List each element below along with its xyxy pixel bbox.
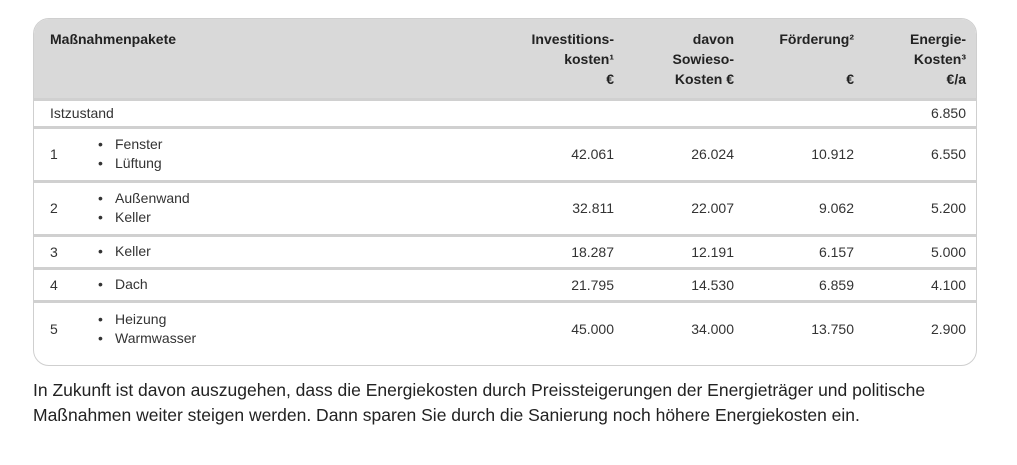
table-row: 1 Fenster Lüftung 42.061 26.024 10.912 6… — [34, 127, 976, 181]
row-foerderung: 6.859 — [818, 276, 855, 293]
header-line: Sowieso- — [672, 51, 735, 67]
measures-table: Maßnahmenpakete Investitions- kosten¹ € … — [33, 18, 977, 366]
row-items: Fenster Lüftung — [94, 127, 494, 181]
row-investitionskosten: 42.061 — [571, 146, 615, 162]
header-sowieso-kosten: davon Sowieso- Kosten € — [624, 19, 744, 99]
row-number: 4 — [50, 276, 58, 293]
istzustand-energiekosten: 6.850 — [930, 105, 967, 121]
header-line: Investitions- — [531, 31, 615, 47]
table-row: 3 Keller 18.287 12.191 6.157 5.000 — [34, 235, 976, 268]
list-item: Dach — [95, 275, 493, 294]
note-paragraph: In Zukunft ist davon auszugehen, dass di… — [33, 380, 926, 425]
row-energiekosten: 4.100 — [930, 276, 967, 293]
list-item: Lüftung — [95, 154, 493, 173]
list-item: Keller — [95, 242, 493, 261]
row-energiekosten: 6.550 — [930, 146, 967, 162]
header-line — [745, 49, 854, 69]
list-item: Heizung — [95, 310, 493, 329]
istzustand-label: Istzustand — [50, 105, 114, 121]
row-sowieso-kosten: 34.000 — [691, 320, 735, 337]
list-item: Warmwasser — [95, 329, 493, 348]
row-investitionskosten: 32.811 — [572, 200, 615, 216]
header-line: €/a — [946, 71, 967, 87]
row-foerderung: 10.912 — [811, 146, 855, 162]
header-investitionskosten: Investitions- kosten¹ € — [494, 19, 624, 99]
row-foerderung: 13.750 — [811, 320, 855, 337]
header-energiekosten: Energie- Kosten³ €/a — [864, 19, 976, 99]
row-foerderung: 6.157 — [818, 243, 855, 260]
row-items: Heizung Warmwasser — [94, 301, 494, 355]
list-item: Keller — [95, 208, 493, 227]
row-number: 2 — [50, 200, 58, 216]
item-list: Fenster Lüftung — [95, 135, 493, 173]
list-item: Außenwand — [95, 189, 493, 208]
table-header-row: Maßnahmenpakete Investitions- kosten¹ € … — [34, 19, 976, 99]
row-investitionskosten: 18.287 — [571, 243, 615, 260]
table-row: 4 Dach 21.795 14.530 6.859 4.100 — [34, 268, 976, 301]
row-items: Außenwand Keller — [94, 181, 494, 235]
row-investitionskosten: 45.000 — [571, 320, 615, 337]
row-energiekosten: 2.900 — [930, 320, 967, 337]
item-list: Keller — [95, 242, 493, 261]
list-item: Fenster — [95, 135, 493, 154]
header-line: € — [846, 71, 855, 87]
header-massnahmenpakete: Maßnahmenpakete — [50, 31, 177, 47]
row-number: 3 — [50, 243, 58, 260]
row-sowieso-kosten: 22.007 — [691, 200, 735, 216]
table-row-istzustand: Istzustand 6.850 — [34, 99, 976, 127]
row-energiekosten: 5.000 — [930, 243, 967, 260]
table-row: 5 Heizung Warmwasser 45.000 34.000 13.75… — [34, 301, 976, 355]
row-foerderung: 9.062 — [818, 200, 855, 216]
item-list: Dach — [95, 275, 493, 294]
row-investitionskosten: 21.795 — [571, 276, 615, 293]
header-line: Energie- — [910, 31, 967, 47]
header-line: Kosten³ — [913, 51, 967, 67]
row-sowieso-kosten: 14.530 — [691, 276, 735, 293]
row-number: 5 — [50, 320, 58, 337]
row-sowieso-kosten: 26.024 — [691, 146, 735, 162]
header-line: davon — [692, 31, 735, 47]
item-list: Heizung Warmwasser — [95, 310, 493, 348]
header-line: kosten¹ — [564, 51, 615, 67]
header-line: € — [606, 71, 615, 87]
row-energiekosten: 5.200 — [930, 200, 967, 216]
row-sowieso-kosten: 12.191 — [691, 243, 735, 260]
item-list: Außenwand Keller — [95, 189, 493, 227]
row-items: Dach — [94, 268, 494, 301]
header-foerderung: Förderung² € — [744, 19, 864, 99]
header-line: Förderung² — [779, 31, 855, 47]
table-row: 2 Außenwand Keller 32.811 22.007 9.062 5… — [34, 181, 976, 235]
measures-table-grid: Maßnahmenpakete Investitions- kosten¹ € … — [34, 19, 976, 355]
row-items: Keller — [94, 235, 494, 268]
header-line: Kosten € — [674, 71, 735, 87]
row-number: 1 — [50, 146, 58, 162]
